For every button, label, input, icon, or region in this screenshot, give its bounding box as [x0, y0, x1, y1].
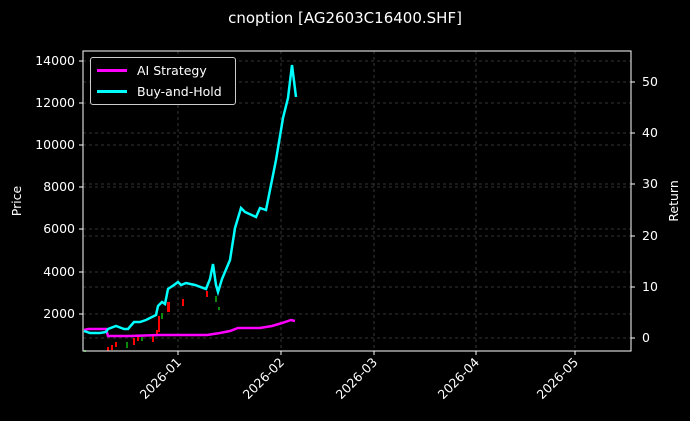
legend-item-buy-and-hold: Buy-and-Hold [97, 84, 222, 99]
y-tick-labels: 2000 4000 6000 8000 10000 12000 14000 [35, 53, 75, 321]
svg-text:0: 0 [642, 330, 650, 345]
x-tick-labels: 2026-01 2026-02 2026-03 2026-04 2026-05 [137, 354, 582, 402]
y-axis-ticks [79, 60, 635, 355]
svg-text:2026-05: 2026-05 [534, 355, 582, 403]
svg-text:2026-03: 2026-03 [333, 355, 381, 403]
legend-item-ai-strategy: AI Strategy [97, 63, 207, 78]
svg-text:2026-02: 2026-02 [240, 355, 288, 403]
svg-text:30: 30 [642, 176, 658, 191]
svg-text:2000: 2000 [43, 306, 75, 321]
series-buy-and-hold [83, 64, 298, 335]
svg-text:40: 40 [642, 125, 658, 140]
legend-swatch-cyan [97, 90, 127, 93]
svg-text:8000: 8000 [43, 179, 75, 194]
legend: AI Strategy Buy-and-Hold [90, 57, 236, 105]
series-ai-strategy [83, 318, 296, 338]
y-axis-label: Price [9, 185, 24, 216]
plot-frame [82, 50, 632, 352]
grid [83, 51, 631, 351]
svg-text:10000: 10000 [35, 137, 75, 152]
svg-text:2026-04: 2026-04 [435, 354, 483, 402]
svg-text:4000: 4000 [43, 264, 75, 279]
svg-text:2026-01: 2026-01 [137, 355, 185, 403]
svg-text:20: 20 [642, 228, 658, 243]
svg-text:14000: 14000 [35, 53, 75, 68]
candles [84, 291, 220, 352]
svg-text:6000: 6000 [43, 221, 75, 236]
chart-title: cnoption [AG2603C16400.SHF] [228, 9, 462, 27]
y2-tick-labels: 0 10 20 30 40 50 [642, 74, 658, 345]
y2-axis-label: Return [666, 180, 681, 221]
svg-text:10: 10 [642, 279, 658, 294]
svg-text:50: 50 [642, 74, 658, 89]
svg-text:12000: 12000 [35, 95, 75, 110]
legend-swatch-magenta [97, 69, 127, 72]
